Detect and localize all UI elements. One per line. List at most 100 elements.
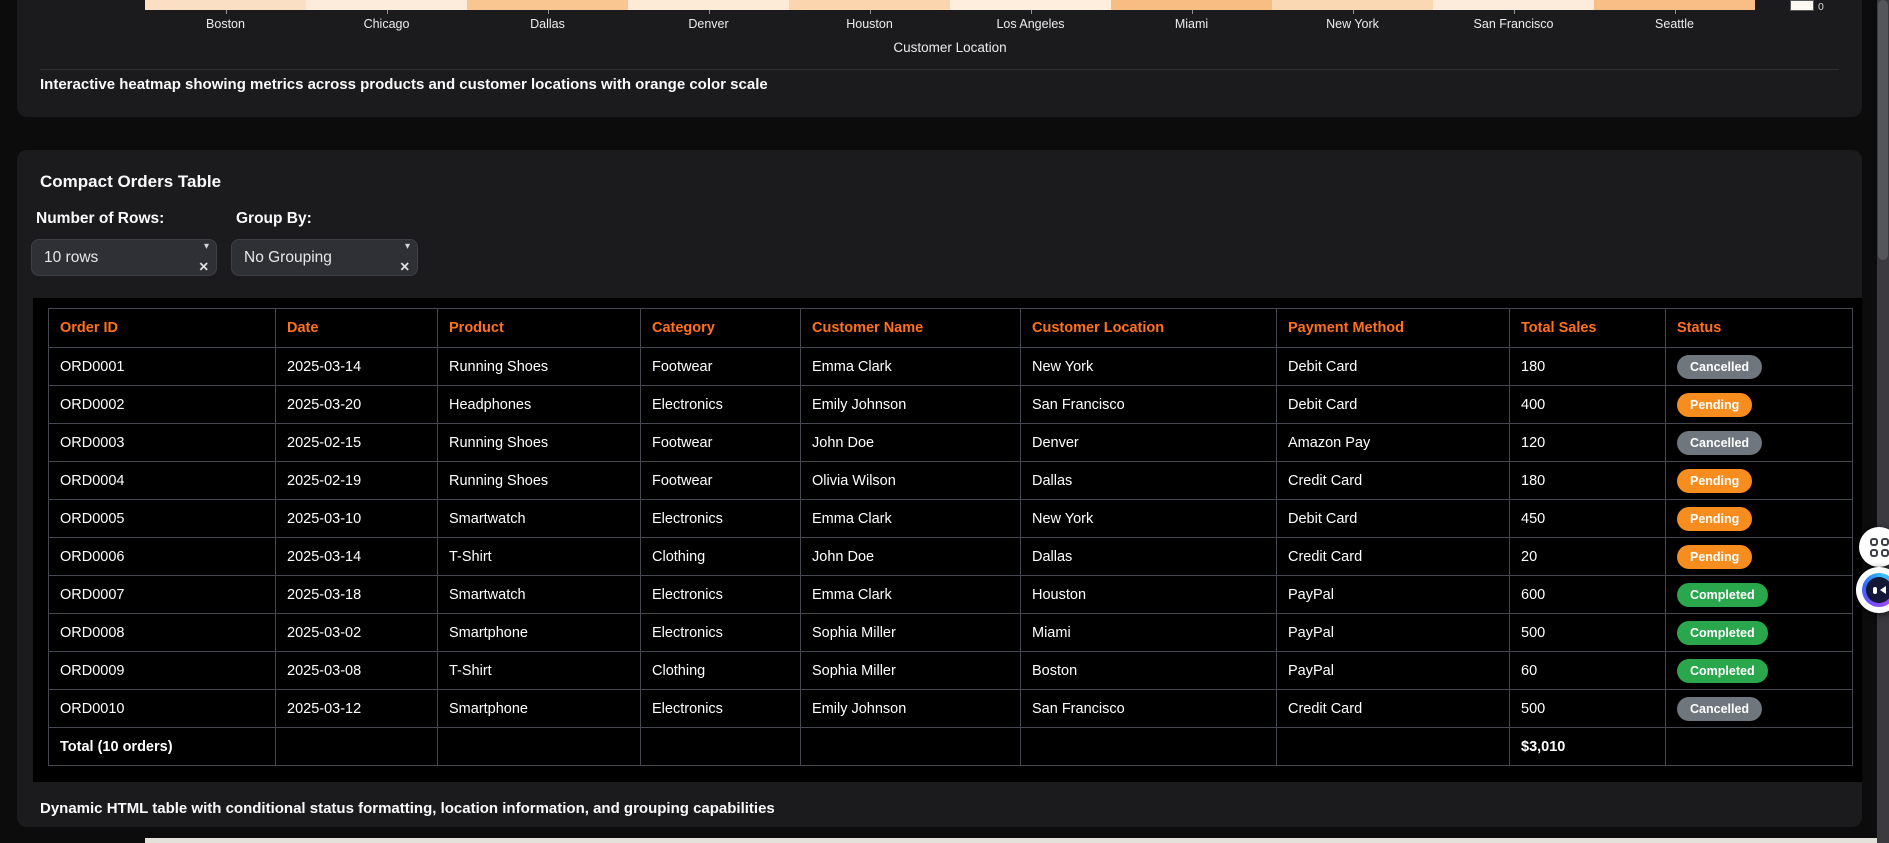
heatmap-cell[interactable] [1433,0,1594,10]
column-header: Customer Location [1020,308,1277,348]
column-header: Date [275,308,438,348]
table-cell: 500 [1509,689,1666,728]
group-select-label: Group By: [236,210,312,227]
page-scrollbar[interactable] [1877,0,1889,843]
status-cell: Pending [1665,461,1853,500]
status-badge: Pending [1677,506,1753,531]
x-tick-label: Chicago [363,17,410,31]
heatmap-cell[interactable] [789,0,950,10]
group-select[interactable]: No Grouping ▾ ✕ [231,239,418,276]
orders-table-container: Order ID Date Product Category Customer Name… [33,298,1862,782]
axis-tick [628,10,789,15]
table-cell: Electronics [640,499,801,538]
status-cell: Pending [1665,385,1853,424]
heatmap-cell[interactable] [467,0,628,10]
status-cell: Completed [1665,575,1853,614]
heatmap-cell[interactable] [1594,0,1755,10]
table-cell: Credit Card [1276,689,1510,728]
table-cell: Emily Johnson [800,385,1021,424]
table-cell: ORD0010 [48,689,276,728]
table-cell: Smartphone [437,613,641,652]
table-cell: John Doe [800,423,1021,462]
table-cell: Smartwatch [437,575,641,614]
heatmap-cell[interactable] [1272,0,1433,10]
group-select-value: No Grouping [244,248,332,266]
column-header: Product [437,308,641,348]
table-cell: Debit Card [1276,385,1510,424]
table-cell: ORD0008 [48,613,276,652]
table-cell: San Francisco [1020,385,1277,424]
table-cell: ORD0005 [48,499,276,538]
table-cell: 180 [1509,347,1666,386]
table-cell: Footwear [640,461,801,500]
table-cell: PayPal [1276,575,1510,614]
x-tick-label: Denver [688,17,729,31]
table-cell: Boston [1020,651,1277,690]
heatmap-x-ticks [145,10,1755,15]
table-cell: 2025-03-18 [275,575,438,614]
heatmap-x-labels: Boston Chicago Dallas Denver Houston Los Ange… [145,17,1755,31]
table-cell: Electronics [640,613,801,652]
rows-select-label: Number of Rows: [36,210,165,227]
heatmap-card: Boston Chicago Dallas Denver Houston Los Ange… [17,0,1862,117]
table-cell: ORD0002 [48,385,276,424]
heatmap-cell[interactable] [950,0,1111,10]
table-cell: 2025-03-14 [275,347,438,386]
table-total-row: Total (10 orders) $3,010 [48,727,1853,766]
table-cell: Denver [1020,423,1277,462]
table-cell: 600 [1509,575,1666,614]
table-cell: 2025-02-19 [275,461,438,500]
table-row: ORD0008 2025-03-02 Smartphone Electronics So… [48,613,1853,652]
table-cell: Dallas [1020,461,1277,500]
rows-select-value: 10 rows [44,248,99,266]
table-cell: ORD0001 [48,347,276,386]
orders-table: Order ID Date Product Category Customer Name… [48,308,1853,766]
caret-down-icon[interactable]: ▾ [203,241,209,252]
x-tick-label: San Francisco [1473,17,1554,31]
total-value: $3,010 [1509,727,1666,766]
heatmap-cell[interactable] [628,0,789,10]
colorbar-swatch [1790,0,1814,11]
table-cell: Emily Johnson [800,689,1021,728]
axis-tick [1111,10,1272,15]
status-badge: Pending [1677,544,1753,569]
caret-down-icon[interactable]: ▾ [404,241,410,252]
table-row: ORD0004 2025-02-19 Running Shoes Footwear Ol… [48,461,1853,500]
table-cell: Electronics [640,689,801,728]
status-cell: Cancelled [1665,689,1853,728]
table-cell: Emma Clark [800,347,1021,386]
rows-select[interactable]: 10 rows ▾ ✕ [31,239,217,276]
table-cell: Sophia Miller [800,651,1021,690]
heatmap-cell[interactable] [145,0,306,10]
table-cell: Houston [1020,575,1277,614]
status-cell: Completed [1665,613,1853,652]
chatbot-button[interactable] [1856,567,1889,613]
table-cell: 2025-03-02 [275,613,438,652]
x-tick-label: Seattle [1655,17,1694,31]
x-tick-label: Houston [846,17,893,31]
apps-button[interactable] [1859,527,1889,567]
table-cell: Emma Clark [800,499,1021,538]
table-cell: Clothing [640,651,801,690]
column-header: Status [1665,308,1853,348]
axis-tick [789,10,950,15]
table-row: ORD0003 2025-02-15 Running Shoes Footwear Jo… [48,423,1853,462]
clear-icon[interactable]: ✕ [399,260,410,274]
status-cell: Cancelled [1665,423,1853,462]
clear-icon[interactable]: ✕ [198,260,209,274]
table-row: ORD0002 2025-03-20 Headphones Electronics Em… [48,385,1853,424]
table-row: ORD0001 2025-03-14 Running Shoes Footwear Em… [48,347,1853,386]
scrollbar-thumb[interactable] [1878,0,1888,260]
heatmap-cell[interactable] [1111,0,1272,10]
column-header: Payment Method [1276,308,1510,348]
table-cell: ORD0007 [48,575,276,614]
status-badge: Cancelled [1677,354,1763,379]
table-cell: 2025-03-10 [275,499,438,538]
status-cell: Pending [1665,537,1853,576]
table-row: ORD0005 2025-03-10 Smartwatch Electronics Em… [48,499,1853,538]
table-cell: Clothing [640,537,801,576]
orders-card-title: Compact Orders Table [40,172,222,191]
heatmap-cell[interactable] [306,0,467,10]
table-cell: 2025-03-08 [275,651,438,690]
